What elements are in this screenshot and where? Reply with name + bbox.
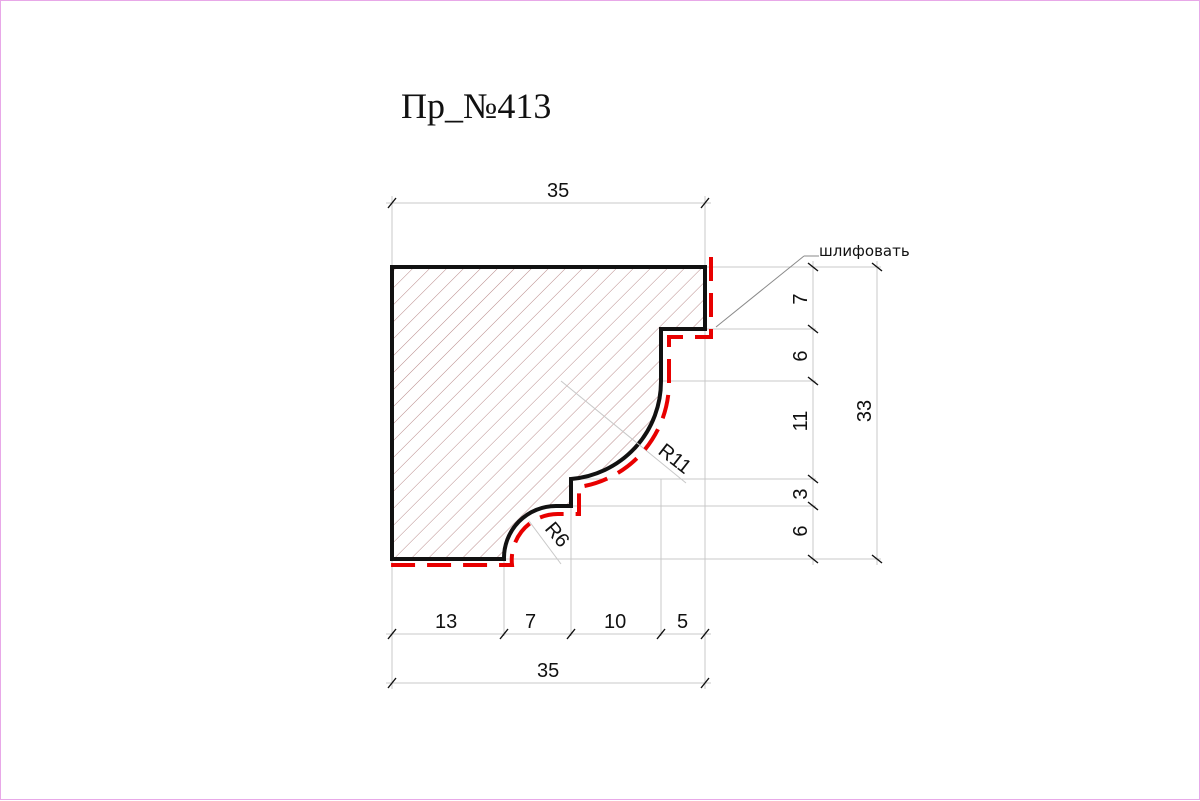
bottom-width-dimension: 35 [386, 660, 711, 689]
sanding-note-label: шлифовать [819, 242, 910, 260]
drawing-title: Пр_№413 [401, 86, 551, 126]
total-height-label: 33 [854, 400, 876, 422]
right-segment-label-5: 6 [790, 525, 812, 536]
bottom-segment-label-2: 7 [525, 611, 536, 633]
sanding-line [384, 257, 713, 567]
bottom-segment-dimension: 13 7 10 5 [386, 611, 711, 640]
bottom-segment-label-4: 5 [677, 611, 688, 633]
bottom-segment-label-1: 13 [435, 611, 457, 633]
profile-section [390, 265, 707, 561]
right-segment-dimension: 7 6 11 3 6 [790, 261, 819, 565]
radius-large-label: R11 [654, 440, 695, 479]
bottom-segment-label-3: 10 [604, 611, 626, 633]
bottom-width-label: 35 [537, 660, 559, 682]
sanding-note: шлифовать [715, 242, 910, 328]
top-width-label: 35 [547, 180, 569, 202]
top-width-dimension: 35 [386, 180, 711, 209]
right-segment-label-4: 3 [790, 488, 812, 499]
right-segment-label-3: 11 [790, 411, 812, 432]
right-segment-label-1: 7 [790, 293, 812, 304]
radius-small-label: R6 [540, 518, 573, 552]
radius-leaders [528, 380, 687, 565]
total-height-dimension: 33 [854, 261, 883, 565]
right-segment-label-2: 6 [790, 350, 812, 361]
